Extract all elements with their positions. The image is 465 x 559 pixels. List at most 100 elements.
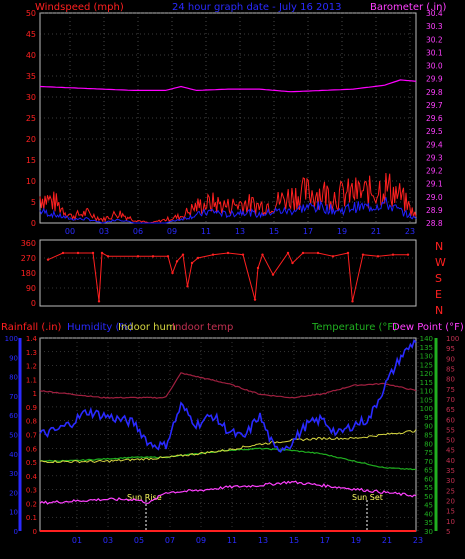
barometer-y-tick-label: 29.3 bbox=[426, 153, 443, 162]
barometer-y-tick-label: 30.3 bbox=[426, 22, 443, 31]
temperature-y-tick-label: 130 bbox=[420, 353, 433, 361]
rainfall-y-tick-label: 0.8 bbox=[26, 418, 37, 426]
compass-n-top: N bbox=[435, 240, 443, 253]
barometer-y-tick-label: 29.8 bbox=[426, 88, 443, 97]
humidity-y-tick-label: 20 bbox=[9, 489, 18, 497]
wind-direction-point bbox=[226, 251, 230, 255]
wind-direction-point bbox=[361, 253, 365, 256]
temperature-title: Temperature (°F) bbox=[311, 322, 397, 333]
barometer-y-tick-label: 30.0 bbox=[426, 62, 443, 71]
wind-x-tick-label: 00 bbox=[65, 227, 75, 236]
rainfall-y-tick-label: 1 bbox=[33, 390, 37, 398]
temperature-y-tick-label: 70 bbox=[424, 458, 433, 466]
wind-direction-point bbox=[211, 253, 215, 256]
wind-x-tick-label: 21 bbox=[371, 227, 381, 236]
weather-x-tick-label: 19 bbox=[351, 536, 361, 545]
temperature-y-tick-label: 40 bbox=[424, 510, 433, 518]
humidity-y-tick-label: 100 bbox=[5, 335, 18, 343]
barometer-y-tick-label: 30.2 bbox=[426, 35, 443, 44]
wind-direction-point bbox=[91, 251, 95, 255]
dewpoint-y-tick-label: 5 bbox=[446, 528, 450, 536]
dewpoint-y-tick-label: 70 bbox=[446, 396, 455, 404]
wind-direction-point bbox=[316, 251, 320, 255]
direction-y-tick-label: 90 bbox=[26, 284, 36, 293]
wind-direction-point bbox=[286, 251, 290, 255]
dewpoint-y-tick-label: 85 bbox=[446, 365, 455, 373]
wind-y-tick-label: 50 bbox=[26, 9, 36, 18]
humidity-y-tick-label: 10 bbox=[9, 509, 18, 517]
wind-direction-point bbox=[100, 251, 104, 255]
weather-x-tick-label: 11 bbox=[227, 536, 237, 545]
wind-direction-point bbox=[136, 255, 140, 258]
temperature-y-tick-label: 80 bbox=[424, 440, 433, 448]
humidity-y-tick-label: 80 bbox=[9, 374, 18, 382]
wind-x-tick-label: 15 bbox=[269, 227, 279, 236]
temperature-y-tick-label: 65 bbox=[424, 467, 433, 475]
humidity-line bbox=[39, 338, 417, 453]
wind-y-tick-label: 30 bbox=[26, 93, 36, 102]
direction-y-tick-label: 270 bbox=[21, 254, 36, 263]
dewpoint-y-tick-label: 75 bbox=[446, 386, 455, 394]
compass-w: W bbox=[435, 256, 446, 269]
barometer-title: Barometer (.in) bbox=[370, 2, 446, 13]
humidity-y-tick-label: 70 bbox=[9, 393, 18, 401]
wind-x-tick-label: 17 bbox=[303, 227, 313, 236]
barometer-y-tick-label: 29.4 bbox=[426, 140, 443, 149]
dewpoint-y-tick-label: 40 bbox=[446, 457, 455, 465]
weather-x-tick-label: 09 bbox=[196, 536, 206, 545]
compass-e: E bbox=[435, 288, 442, 301]
direction-y-tick-label: 0 bbox=[31, 299, 36, 308]
dewpoint-y-tick-label: 90 bbox=[446, 355, 455, 363]
temperature-y-tick-label: 35 bbox=[424, 519, 433, 527]
wind-y-tick-label: 40 bbox=[26, 51, 36, 60]
wind-direction-point bbox=[61, 251, 65, 255]
temperature-y-tick-label: 60 bbox=[424, 475, 433, 483]
wind-x-tick-label: 13 bbox=[235, 227, 245, 236]
wind-y-tick-label: 5 bbox=[31, 198, 36, 207]
barometer-y-tick-label: 29.1 bbox=[426, 180, 443, 189]
date-title: 24 hour graph date - July 16 2013 bbox=[172, 2, 341, 13]
wind-y-tick-label: 25 bbox=[26, 114, 36, 123]
wind-direction-point bbox=[351, 300, 354, 303]
wind-direction-point bbox=[151, 255, 155, 258]
wind-direction-point bbox=[46, 258, 50, 261]
humidity-title: Humidity (%) bbox=[67, 322, 133, 333]
dewpoint-y-tick-label: 30 bbox=[446, 477, 455, 485]
humidity-y-tick-label: 40 bbox=[9, 451, 18, 459]
wind-direction-point bbox=[346, 251, 350, 255]
dewpoint-y-tick-label: 10 bbox=[446, 518, 455, 526]
weather-x-tick-label: 15 bbox=[289, 536, 299, 545]
rainfall-y-tick-label: 0 bbox=[33, 528, 37, 536]
wind-x-tick-label: 09 bbox=[167, 227, 177, 236]
rainfall-y-tick-label: 0.7 bbox=[26, 432, 37, 440]
dewpoint-y-tick-label: 35 bbox=[446, 467, 455, 475]
indoor-temp-line bbox=[39, 372, 417, 399]
temperature-line bbox=[39, 447, 417, 471]
indoor-temp-title: Indoor temp bbox=[172, 322, 233, 333]
wind-direction-point bbox=[241, 253, 245, 256]
wind-x-tick-label: 23 bbox=[405, 227, 415, 236]
wind-x-tick-label: 03 bbox=[99, 227, 109, 236]
humidity-y-tick-label: 90 bbox=[9, 354, 18, 362]
rainfall-y-tick-label: 0.4 bbox=[26, 473, 38, 481]
wind-direction-point bbox=[261, 253, 264, 256]
windspeed-title: Windspeed (mph) bbox=[35, 2, 124, 13]
wind-direction-point bbox=[171, 271, 174, 275]
dewpoint-y-tick-label: 80 bbox=[446, 376, 455, 384]
temperature-y-tick-label: 110 bbox=[420, 388, 433, 396]
humidity-y-tick-label: 0 bbox=[14, 528, 18, 536]
sunrise-label: Sun Rise bbox=[127, 493, 162, 502]
temperature-y-tick-label: 135 bbox=[420, 344, 433, 352]
wind-direction-point bbox=[76, 251, 80, 255]
windspeed-line bbox=[39, 172, 417, 224]
compass-n-bottom: N bbox=[435, 304, 443, 317]
barometer-y-tick-label: 28.8 bbox=[426, 219, 443, 228]
indoor-hum-title: Indoor hum bbox=[118, 322, 176, 333]
wind-direction-point bbox=[253, 298, 257, 301]
wind-direction-point bbox=[291, 261, 294, 265]
wind-y-tick-label: 45 bbox=[26, 30, 36, 39]
humidity-y-tick-label: 60 bbox=[9, 412, 18, 420]
temperature-y-tick-label: 140 bbox=[420, 335, 433, 343]
dewpoint-y-tick-label: 45 bbox=[446, 447, 455, 455]
